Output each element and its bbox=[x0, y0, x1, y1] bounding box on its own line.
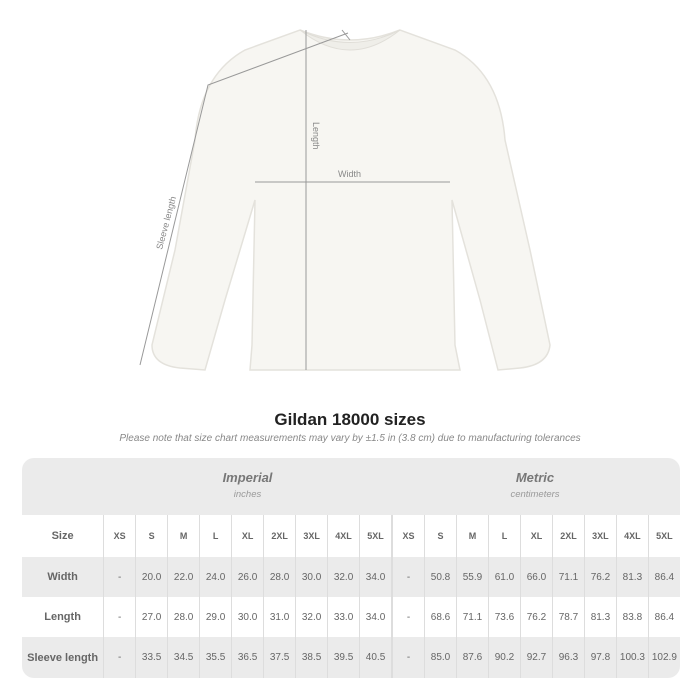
table-cell: 32.0 bbox=[295, 597, 327, 637]
sweatshirt-diagram: Length Width Sleeve length bbox=[139, 29, 551, 371]
table-cell: 81.3 bbox=[583, 597, 616, 637]
size-header-cell: 5XL bbox=[647, 515, 680, 557]
table-cell: 83.8 bbox=[615, 597, 648, 637]
table-cell: 39.5 bbox=[327, 637, 359, 678]
size-header-cell: 3XL bbox=[295, 515, 327, 557]
size-header-cell: 2XL bbox=[263, 515, 295, 557]
row-label: Width bbox=[47, 571, 78, 583]
table-cell: 86.4 bbox=[647, 557, 680, 597]
table-cell: 22.0 bbox=[167, 557, 199, 597]
table-cell: 30.0 bbox=[231, 597, 263, 637]
table-cell: - bbox=[103, 637, 135, 678]
row-label: Sleeve length bbox=[27, 651, 99, 664]
table-cell: 38.5 bbox=[295, 637, 327, 678]
metric-title: Metric bbox=[515, 470, 555, 485]
table-cell: 102.9 bbox=[647, 637, 680, 678]
table-cell: 20.0 bbox=[135, 557, 167, 597]
table-cell: 50.8 bbox=[424, 557, 456, 597]
size-header-cell: 4XL bbox=[615, 515, 648, 557]
chart-subtitle: Please note that size chart measurements… bbox=[119, 433, 581, 444]
size-header-cell: XS bbox=[103, 515, 135, 557]
size-header-cell: 4XL bbox=[327, 515, 359, 557]
table-cell: 34.0 bbox=[359, 597, 391, 637]
size-header-cell: S bbox=[135, 515, 167, 557]
table-cell: 40.5 bbox=[359, 637, 391, 678]
size-header-cell: XL bbox=[519, 515, 552, 557]
table-cell: 92.7 bbox=[519, 637, 552, 678]
table-cell: 35.5 bbox=[199, 637, 231, 678]
table-row: Sleeve length -33.5 34.5 35.5 36.5 37.5 38.5 39… bbox=[22, 637, 680, 678]
imperial-title: Imperial bbox=[222, 470, 273, 485]
table-row: Length -27.0 28.0 29.0 30.0 31.0 32.0 33.0 34.0-… bbox=[22, 597, 680, 637]
table-cell: 76.2 bbox=[583, 557, 616, 597]
table-cell: 96.3 bbox=[551, 637, 584, 678]
table-cell: 81.3 bbox=[615, 557, 648, 597]
table-cell: 31.0 bbox=[263, 597, 295, 637]
table-row: Width -20.0 22.0 24.0 26.0 28.0 30.0 32.0 34.0-5… bbox=[22, 557, 680, 597]
table-cell: 30.0 bbox=[295, 557, 327, 597]
table-cell: 90.2 bbox=[487, 637, 520, 678]
table-cell: 55.9 bbox=[456, 557, 488, 597]
table-cell: 97.8 bbox=[583, 637, 616, 678]
table-cell: 34.0 bbox=[359, 557, 391, 597]
size-header-cell: 3XL bbox=[583, 515, 616, 557]
metric-header: Metric centimeters bbox=[390, 458, 680, 515]
table-cell: 85.0 bbox=[424, 637, 456, 678]
sweatshirt-image bbox=[151, 29, 551, 371]
table-cell: 100.3 bbox=[615, 637, 648, 678]
size-header-cell: M bbox=[456, 515, 488, 557]
chart-title: Gildan 18000 sizes bbox=[274, 410, 426, 429]
imperial-header: Imperial inches bbox=[105, 458, 390, 515]
table-cell: 28.0 bbox=[263, 557, 295, 597]
table-cell: - bbox=[391, 557, 424, 597]
size-header-row: Size XS S M L XL 2XL 3XL 4XL 5XL XS S M L XL 2XL 3XL 4XL 5… bbox=[22, 515, 680, 557]
table-cell: 32.0 bbox=[327, 557, 359, 597]
table-cell: 27.0 bbox=[135, 597, 167, 637]
table-cell: 37.5 bbox=[263, 637, 295, 678]
row-label: Size bbox=[51, 530, 74, 542]
table-cell: 36.5 bbox=[231, 637, 263, 678]
width-label: Width bbox=[338, 169, 361, 179]
metric-unit: centimeters bbox=[510, 489, 560, 500]
table-cell: 24.0 bbox=[199, 557, 231, 597]
table-cell: 73.6 bbox=[487, 597, 520, 637]
table-cell: 86.4 bbox=[647, 597, 680, 637]
size-header-cell: 5XL bbox=[359, 515, 391, 557]
table-cell: 61.0 bbox=[487, 557, 520, 597]
table-cell: 71.1 bbox=[551, 557, 584, 597]
size-table: Imperial inches Metric centimeters Size X… bbox=[22, 458, 680, 678]
table-cell: 78.7 bbox=[551, 597, 584, 637]
table-cell: 28.0 bbox=[167, 597, 199, 637]
table-cell: - bbox=[391, 597, 424, 637]
size-header-cell: XS bbox=[391, 515, 424, 557]
table-cell: 71.1 bbox=[456, 597, 488, 637]
size-header-cell: M bbox=[167, 515, 199, 557]
size-header-cell: XL bbox=[231, 515, 263, 557]
table-cell: 76.2 bbox=[519, 597, 552, 637]
table-cell: 34.5 bbox=[167, 637, 199, 678]
table-cell: 26.0 bbox=[231, 557, 263, 597]
table-cell: 33.5 bbox=[135, 637, 167, 678]
length-label: Length bbox=[311, 122, 321, 150]
size-header-cell: 2XL bbox=[551, 515, 584, 557]
table-cell: 87.6 bbox=[456, 637, 488, 678]
table-cell: - bbox=[103, 597, 135, 637]
size-header-cell: S bbox=[424, 515, 456, 557]
sleeve-line bbox=[139, 32, 349, 366]
table-cell: - bbox=[103, 557, 135, 597]
table-cell: 66.0 bbox=[519, 557, 552, 597]
table-cell: 29.0 bbox=[199, 597, 231, 637]
row-label: Length bbox=[44, 611, 81, 623]
table-cell: - bbox=[391, 637, 424, 678]
table-cell: 68.6 bbox=[424, 597, 456, 637]
table-cell: 33.0 bbox=[327, 597, 359, 637]
size-header-cell: L bbox=[199, 515, 231, 557]
imperial-unit: inches bbox=[233, 489, 262, 500]
size-header-cell: L bbox=[487, 515, 520, 557]
